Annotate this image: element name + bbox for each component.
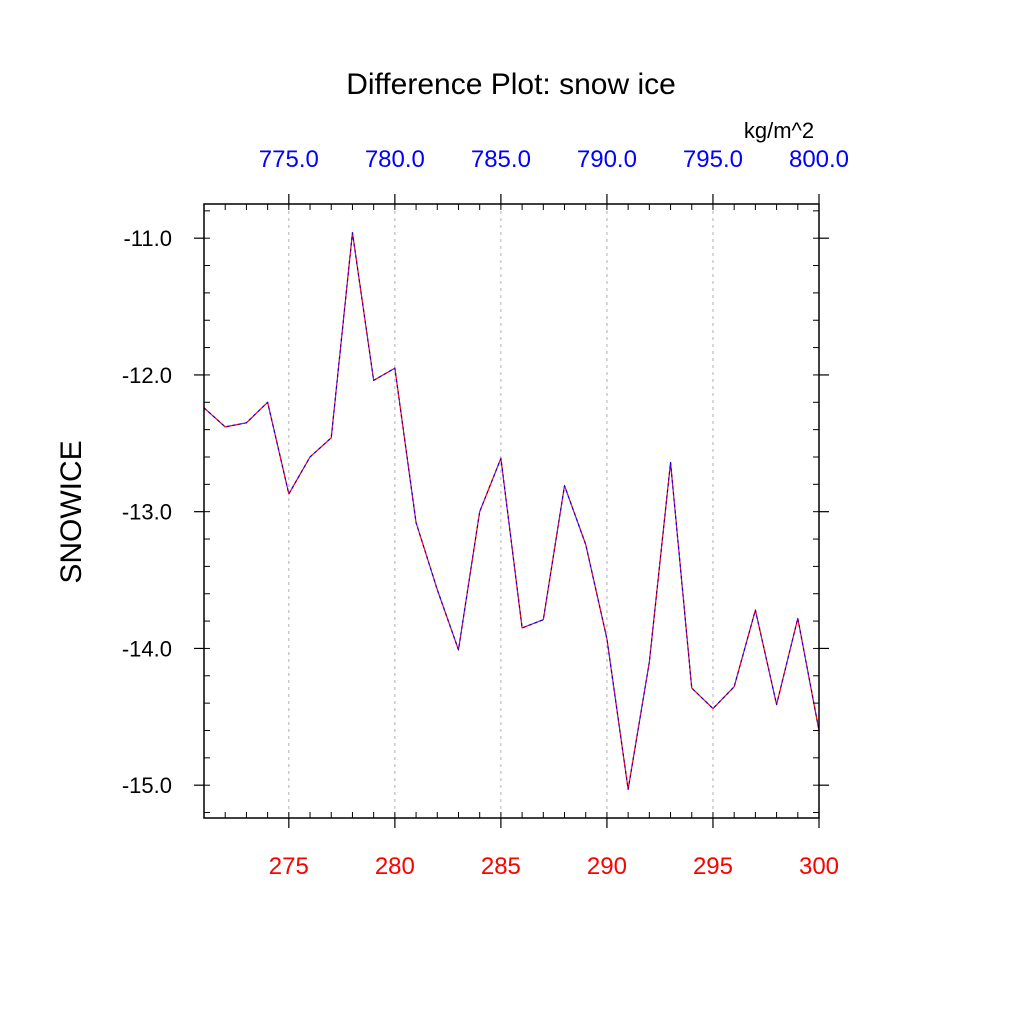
grid-layer: [288, 204, 714, 818]
top-x-tick-label: 795.0: [683, 146, 743, 173]
bottom-x-tick-label: 280: [375, 853, 415, 880]
series-line-overlay: [203, 232, 820, 790]
axes-layer: 275 280 285 290 295 300 775.0 780.0 785.0 790.0 79…: [122, 146, 849, 880]
top-x-tick-label: 785.0: [471, 146, 531, 173]
y-tick-label: -15.0: [122, 773, 172, 798]
top-x-tick-label: 775.0: [259, 146, 319, 173]
y-tick-label: -14.0: [122, 636, 172, 661]
top-x-tick-label: 800.0: [789, 146, 849, 173]
top-x-tick-label: 780.0: [365, 146, 425, 173]
top-x-tick-label: 790.0: [577, 146, 637, 173]
bottom-x-tick-label: 295: [693, 853, 733, 880]
bottom-x-tick-label: 285: [481, 853, 521, 880]
series-layer: [203, 232, 820, 790]
bottom-x-tick-label: 300: [799, 853, 839, 880]
chart-title: Difference Plot: snow ice: [346, 68, 676, 101]
bottom-x-tick-label: 275: [269, 853, 309, 880]
series-line: [203, 232, 820, 790]
bottom-x-tick-label: 290: [587, 853, 627, 880]
plot-frame: [203, 203, 820, 819]
y-tick-label: -13.0: [122, 500, 172, 525]
y-axis-title: SNOWICE: [55, 440, 88, 583]
y-tick-label: -11.0: [123, 226, 172, 251]
units-label: kg/m^2: [744, 118, 814, 143]
y-tick-label: -12.0: [122, 363, 172, 388]
